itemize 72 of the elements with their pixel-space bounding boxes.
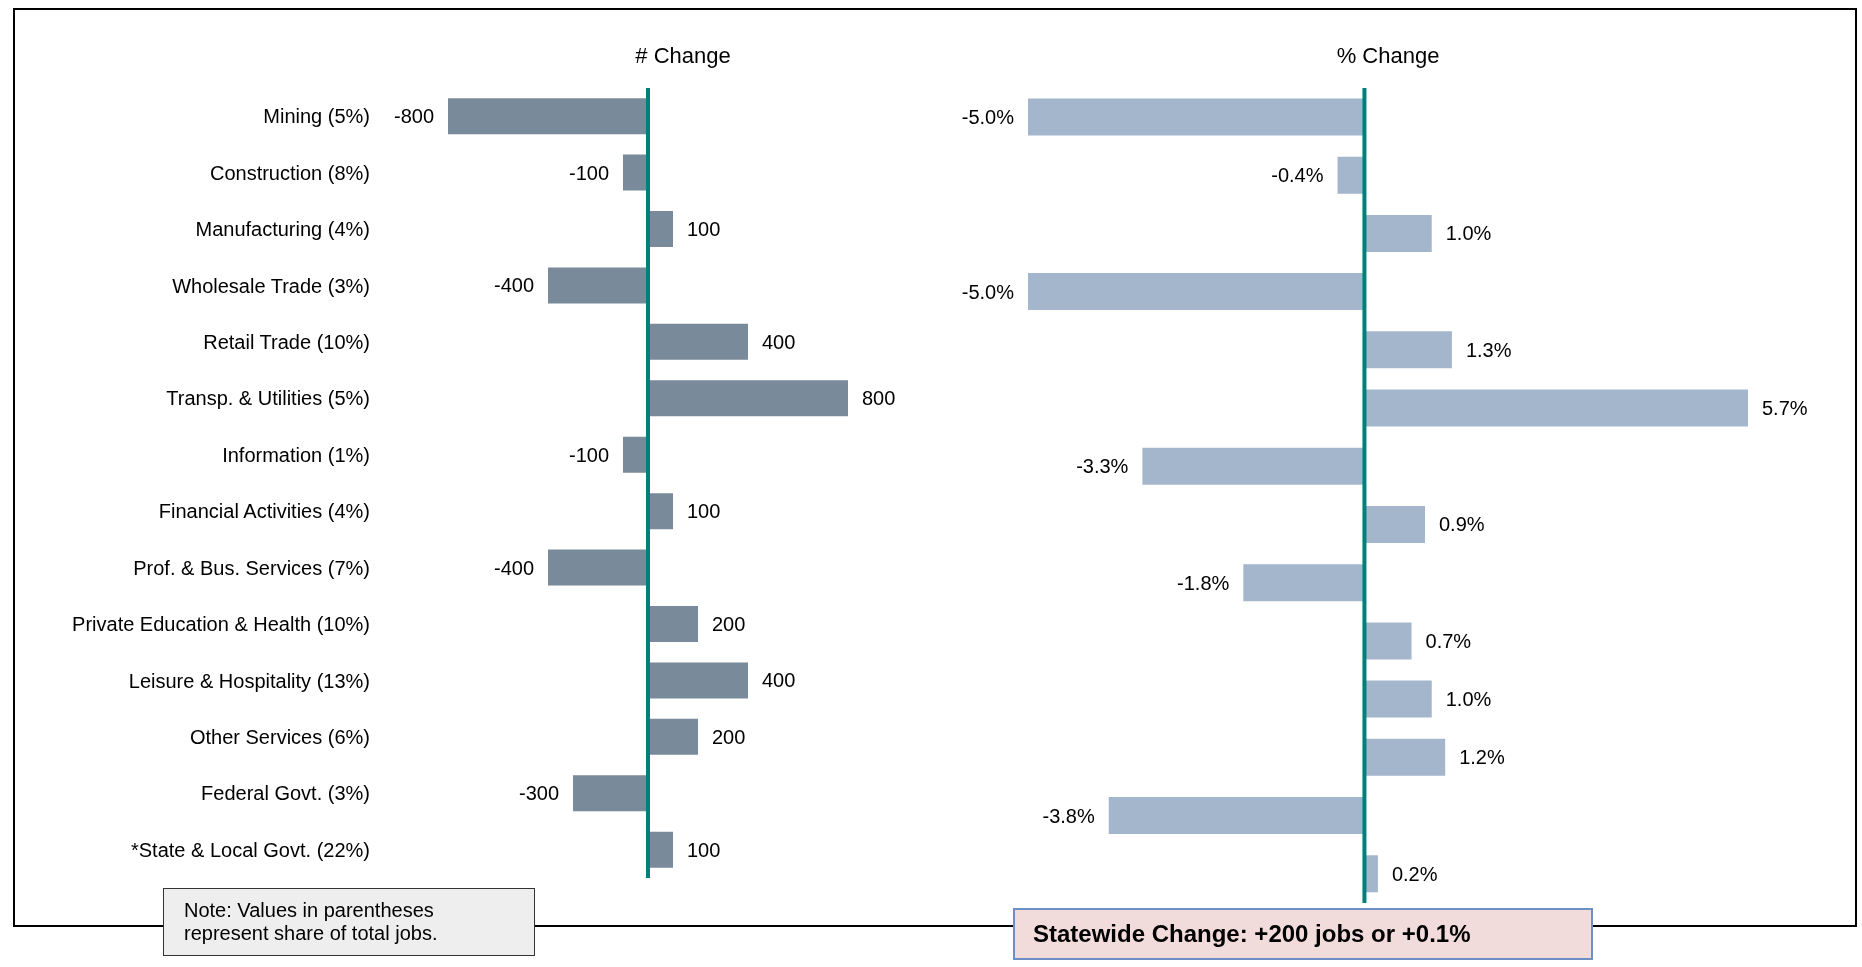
bar (648, 831, 673, 868)
bar (1364, 622, 1412, 660)
data-label: -400 (493, 274, 534, 297)
data-label: 1.0% (1445, 222, 1492, 245)
bar (1028, 273, 1365, 311)
data-label: 1.2% (1459, 746, 1505, 769)
chart-title: % Change (1335, 43, 1441, 70)
y-tick-label: Other Services (6%) (189, 726, 370, 749)
y-tick-label: Prof. & Bus. Services (7%) (133, 556, 370, 579)
bar (1364, 680, 1432, 718)
data-label: 400 (762, 669, 796, 692)
data-label: 200 (712, 725, 746, 748)
bar (548, 267, 648, 304)
data-label: 100 (687, 838, 721, 861)
data-label: 800 (862, 387, 896, 410)
data-label: -800 (393, 105, 434, 128)
y-tick-label: Transp. & Utilities (5%) (166, 387, 370, 410)
data-label: -5.0% (961, 280, 1015, 303)
data-label: -1.8% (1177, 571, 1230, 594)
bar (1364, 738, 1446, 776)
y-tick-label: Information (1%) (222, 443, 370, 466)
y-tick-label: Federal Govt. (3%) (201, 782, 370, 805)
bar (648, 323, 748, 360)
bar (623, 436, 648, 473)
chart-title: # Change (634, 43, 732, 70)
data-label: 0.9% (1439, 513, 1485, 536)
bar (448, 98, 648, 135)
bar (648, 662, 748, 699)
bar (1028, 98, 1365, 136)
bar (648, 380, 848, 417)
data-label: 1.3% (1465, 338, 1512, 361)
bar (648, 718, 698, 755)
bar (1364, 505, 1426, 543)
bar (1364, 331, 1452, 369)
bar (623, 154, 648, 191)
data-label: 100 (687, 500, 721, 523)
y-tick-label: Leisure & Hospitality (13%) (128, 669, 370, 692)
data-label: 100 (687, 218, 721, 241)
data-label: 0.2% (1391, 862, 1438, 885)
data-label: -0.4% (1271, 164, 1324, 187)
y-tick-label: Private Education & Health (10%) (72, 613, 370, 636)
bar (1108, 797, 1365, 835)
y-tick-label: Manufacturing (4%) (195, 218, 370, 241)
data-label: -100 (568, 443, 609, 466)
data-label: -3.8% (1042, 804, 1095, 827)
data-label: -5.0% (961, 105, 1015, 128)
bar (648, 606, 698, 643)
y-tick-label: Retail Trade (10%) (203, 331, 370, 354)
text: Statewide Change: +200 jobs or +0.1% (1013, 908, 1593, 960)
y-tick-label: *State & Local Govt. (22%) (130, 838, 370, 861)
bar (1364, 389, 1748, 427)
text: Note: Values in parentheses represent share of total jobs. (163, 888, 535, 956)
data-label: 1.0% (1445, 688, 1492, 711)
data-label: -3.3% (1076, 455, 1129, 478)
data-label: -300 (518, 782, 559, 805)
bar (1243, 564, 1365, 602)
data-label: 5.7% (1762, 397, 1808, 420)
y-tick-label: Construction (8%) (209, 161, 370, 184)
data-label: 200 (712, 613, 746, 636)
bar (1364, 214, 1432, 252)
bar (648, 211, 673, 248)
y-tick-label: Financial Activities (4%) (158, 500, 370, 523)
data-label: 0.7% (1425, 629, 1472, 652)
data-label: -100 (568, 161, 609, 184)
bar (1142, 447, 1365, 485)
bar (573, 775, 648, 812)
bar (648, 493, 673, 530)
y-tick-label: Wholesale Trade (3%) (172, 274, 370, 297)
bar (548, 549, 648, 586)
y-tick-label: Mining (5%) (263, 105, 370, 128)
data-label: -400 (493, 556, 534, 579)
data-label: 400 (762, 330, 796, 353)
